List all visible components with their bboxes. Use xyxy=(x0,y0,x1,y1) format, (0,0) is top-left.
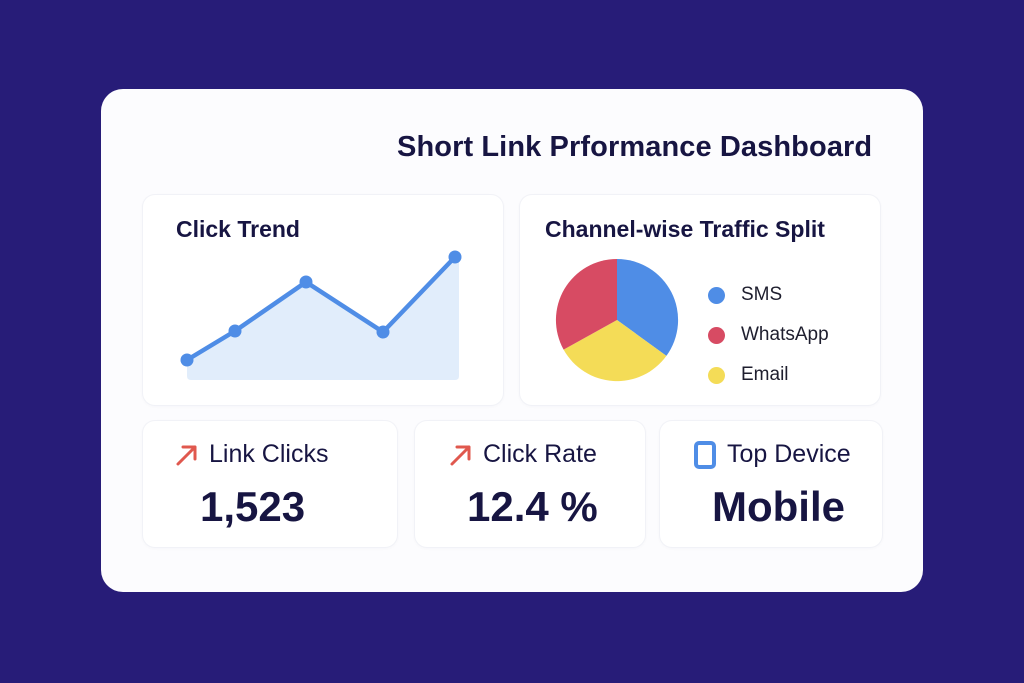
trend-point[interactable] xyxy=(376,325,390,339)
trend-point[interactable] xyxy=(180,353,194,367)
traffic-split-title: Channel-wise Traffic Split xyxy=(545,216,825,242)
kpi-value: 12.4 % xyxy=(467,483,598,530)
kpi-link-clicks: Link Clicks 1,523 xyxy=(143,421,397,547)
click-trend-title: Click Trend xyxy=(176,216,300,242)
pie-legend: SMS WhatsApp Email xyxy=(708,275,829,395)
legend-item-sms[interactable]: SMS xyxy=(708,275,829,315)
kpi-label: Link Clicks xyxy=(209,440,329,468)
legend-label: WhatsApp xyxy=(741,324,829,345)
kpi-label: Top Device xyxy=(727,440,851,468)
click-trend-panel: Click Trend xyxy=(143,195,503,405)
pie-slice-sms[interactable] xyxy=(617,258,679,356)
kpi-label: Click Rate xyxy=(483,440,597,468)
trend-point[interactable] xyxy=(448,250,462,264)
traffic-pie-chart xyxy=(555,258,679,382)
pie-slice-email[interactable] xyxy=(563,320,667,382)
trend-point[interactable] xyxy=(228,324,242,338)
traffic-split-panel: Channel-wise Traffic Split SMS WhatsApp … xyxy=(520,195,880,405)
mobile-device-icon xyxy=(694,440,716,469)
trend-point[interactable] xyxy=(299,275,313,289)
pie-slice-whatsapp[interactable] xyxy=(555,258,617,350)
trend-up-arrow-icon xyxy=(450,445,471,465)
legend-dot-icon xyxy=(708,366,725,384)
legend-label: Email xyxy=(741,364,789,385)
legend-item-whatsapp[interactable]: WhatsApp xyxy=(708,315,829,355)
legend-item-email[interactable]: Email xyxy=(708,355,829,395)
kpi-click-rate: Click Rate 12.4 % xyxy=(415,421,645,547)
trend-area xyxy=(187,257,459,380)
kpi-value: Mobile xyxy=(712,483,845,530)
click-trend-chart xyxy=(180,250,462,380)
trend-up-arrow-icon xyxy=(176,445,197,465)
legend-dot-icon xyxy=(708,286,725,304)
kpi-top-device: Top Device Mobile xyxy=(660,421,882,547)
legend-label: SMS xyxy=(741,284,783,305)
kpi-value: 1,523 xyxy=(200,483,306,530)
dashboard-title: Short Link Prformance Dashboard xyxy=(397,131,873,163)
legend-dot-icon xyxy=(708,326,725,344)
